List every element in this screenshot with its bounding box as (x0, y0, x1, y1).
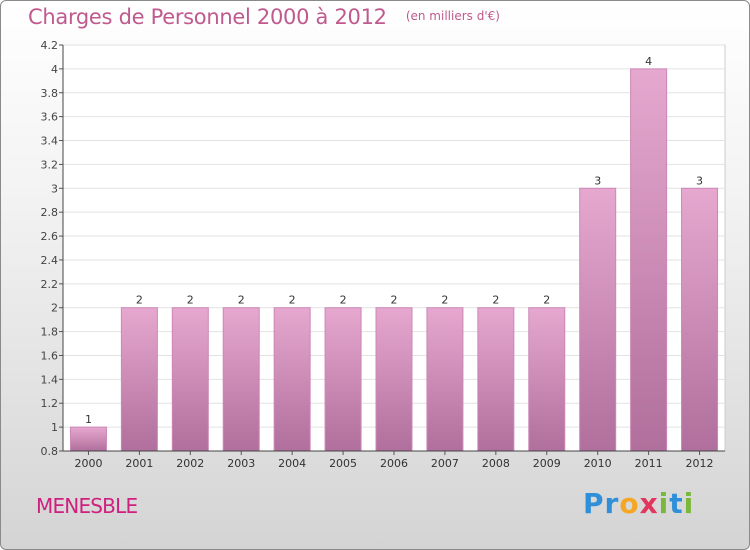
y-tick-label: 0.8 (41, 445, 59, 458)
x-tick-label: 2007 (431, 457, 459, 470)
bar (273, 307, 311, 452)
bar (426, 307, 464, 452)
proxiti-logo[interactable]: Proxiti (583, 487, 694, 520)
bar (681, 187, 719, 452)
y-tick-label: 4.2 (41, 39, 59, 52)
x-tick-label: 2003 (227, 457, 255, 470)
logo-letter: o (619, 487, 640, 520)
y-tick-label: 3.6 (41, 111, 59, 124)
x-tick-label: 2009 (533, 457, 561, 470)
data-label: 3 (594, 174, 601, 187)
y-tick-label: 1.2 (41, 397, 59, 410)
y-tick-label: 3.4 (41, 135, 59, 148)
bar (171, 307, 209, 452)
x-tick-label: 2001 (125, 457, 153, 470)
x-tick-label: 2005 (329, 457, 357, 470)
x-tick-label: 2010 (584, 457, 612, 470)
data-label: 2 (289, 294, 296, 307)
y-tick-label: 3.2 (41, 158, 59, 171)
data-label: 2 (238, 294, 245, 307)
y-tick-label: 3 (51, 182, 58, 195)
y-tick-label: 2.2 (41, 278, 59, 291)
logo-letter: r (604, 487, 620, 520)
bar (528, 307, 566, 452)
y-tick-label: 1.4 (41, 373, 59, 386)
y-tick-label: 2.8 (41, 206, 59, 219)
y-tick-label: 4 (51, 63, 58, 76)
bar (69, 426, 107, 452)
data-label: 1 (85, 413, 92, 426)
logo-letter: x (639, 487, 659, 520)
bar (324, 307, 362, 452)
x-tick-label: 2000 (74, 457, 102, 470)
x-tick-label: 2012 (686, 457, 714, 470)
y-tick-label: 3.8 (41, 87, 59, 100)
y-tick-label: 1.8 (41, 326, 59, 339)
data-label: 2 (441, 294, 448, 307)
data-label: 2 (492, 294, 499, 307)
data-label: 3 (696, 174, 703, 187)
data-label: 2 (543, 294, 550, 307)
bar (120, 307, 158, 452)
x-tick-label: 2004 (278, 457, 306, 470)
bar (579, 187, 617, 452)
y-tick-label: 2 (51, 302, 58, 315)
x-tick-label: 2002 (176, 457, 204, 470)
x-tick-label: 2006 (380, 457, 408, 470)
y-tick-label: 1 (51, 421, 58, 434)
y-tick-label: 2.6 (41, 230, 59, 243)
data-label: 2 (136, 294, 143, 307)
x-tick-label: 2008 (482, 457, 510, 470)
bar (630, 68, 668, 452)
x-tick-label: 2011 (635, 457, 663, 470)
logo-letter: P (583, 487, 605, 520)
logo-letter: t (669, 487, 684, 520)
town-name: MENESBLE (36, 494, 138, 518)
bar (477, 307, 515, 452)
data-label: 2 (391, 294, 398, 307)
bar (222, 307, 260, 452)
y-tick-label: 1.6 (41, 349, 59, 362)
data-label: 2 (187, 294, 194, 307)
chart-subtitle: (en milliers d'€) (405, 9, 500, 23)
bar (375, 307, 413, 452)
title-block: Charges de Personnel 2000 à 2012 (en mil… (28, 5, 500, 29)
y-tick-label: 2.4 (41, 254, 59, 267)
logo-letter: i (658, 487, 670, 520)
logo-letter: i (683, 487, 695, 520)
data-label: 2 (340, 294, 347, 307)
data-label: 4 (645, 55, 652, 68)
chart-title: Charges de Personnel 2000 à 2012 (28, 5, 387, 29)
